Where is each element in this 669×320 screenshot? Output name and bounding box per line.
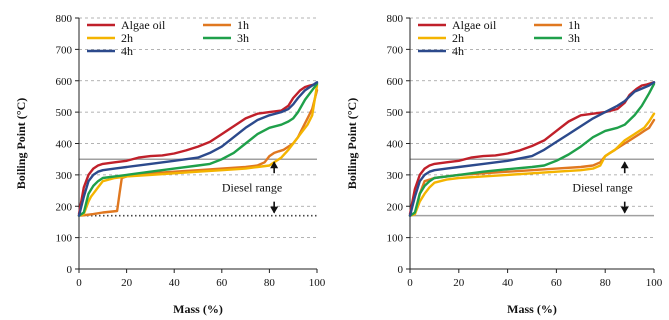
legend-label-algae-oil: Algae oil [452, 18, 497, 32]
x-tick-label: 20 [453, 277, 465, 289]
y-tick-label: 500 [56, 107, 73, 119]
series-line-3h [77, 82, 319, 217]
y-tick-label: 100 [56, 233, 73, 245]
legend-label-3h: 3h [237, 31, 249, 45]
legend-label-3h: 3h [568, 31, 580, 45]
y-tick-label: 700 [56, 44, 73, 56]
x-axis-label: Mass (%) [507, 302, 557, 316]
y-tick-label: 700 [387, 44, 404, 56]
diesel-range-arrows [620, 161, 629, 214]
y-axis-label: Boiling Point (°C) [345, 98, 359, 189]
x-tick-label: 80 [264, 277, 276, 289]
y-tick-label: 500 [387, 107, 404, 119]
y-tick-label: 200 [56, 201, 73, 213]
arrow-down-head [270, 206, 279, 214]
series-line-2h [408, 112, 656, 217]
series-line-3h [408, 82, 656, 217]
y-tick-label: 0 [67, 264, 73, 276]
x-tick-label: 100 [309, 277, 326, 289]
x-tick-label: 20 [121, 277, 133, 289]
legend: Algae oil 1h 2h 3h 4h [87, 18, 249, 58]
y-tick-label: 400 [387, 139, 404, 151]
x-tick-label: 60 [216, 277, 228, 289]
arrow-up-head [620, 161, 629, 169]
x-tick-label: 80 [600, 277, 612, 289]
legend: Algae oil 1h 2h 3h 4h [418, 18, 580, 58]
diesel-range-arrows [270, 161, 279, 214]
y-tick-label: 300 [56, 170, 73, 182]
y-tick-label: 300 [387, 170, 404, 182]
y-tick-label: 600 [387, 76, 404, 88]
y-tick-label: 100 [387, 233, 404, 245]
x-tick-label: 60 [551, 277, 563, 289]
x-tick-label: 0 [407, 277, 413, 289]
legend-label-4h: 4h [452, 44, 464, 58]
legend-label-1h: 1h [237, 18, 249, 32]
x-tick-label: 40 [502, 277, 514, 289]
arrow-down-head [620, 206, 629, 214]
y-tick-label: 800 [56, 13, 73, 25]
legend-label-1h: 1h [568, 18, 580, 32]
diesel-range-label: Diesel range [222, 180, 282, 194]
chart-left: 0 100 200 300 400 500 600 700 800 0 20 40 60 80 100 Mas… [14, 13, 326, 316]
legend-label-algae-oil: Algae oil [121, 18, 166, 32]
series-line-algae-oil [77, 82, 319, 216]
series-line-4h [408, 81, 656, 217]
chart-right: 0 100 200 300 400 500 600 700 800 0 20 40 60 80 100 Mas… [345, 13, 663, 316]
series-line-2h [77, 84, 319, 217]
x-tick-label: 40 [169, 277, 181, 289]
x-tick-label: 100 [646, 277, 663, 289]
arrow-up-head [270, 161, 279, 169]
y-tick-label: 400 [56, 139, 73, 151]
x-axis-label: Mass (%) [173, 302, 223, 316]
diesel-range-label: Diesel range [572, 180, 632, 194]
series-line-4h [77, 81, 319, 217]
legend-label-2h: 2h [452, 31, 464, 45]
y-tick-label: 800 [387, 13, 404, 25]
y-tick-label: 600 [56, 76, 73, 88]
legend-label-4h: 4h [121, 44, 133, 58]
legend-label-2h: 2h [121, 31, 133, 45]
y-axis-label: Boiling Point (°C) [14, 98, 28, 189]
y-tick-label: 200 [387, 201, 404, 213]
x-tick-label: 0 [76, 277, 82, 289]
y-tick-label: 0 [398, 264, 404, 276]
plot-area [79, 18, 317, 269]
